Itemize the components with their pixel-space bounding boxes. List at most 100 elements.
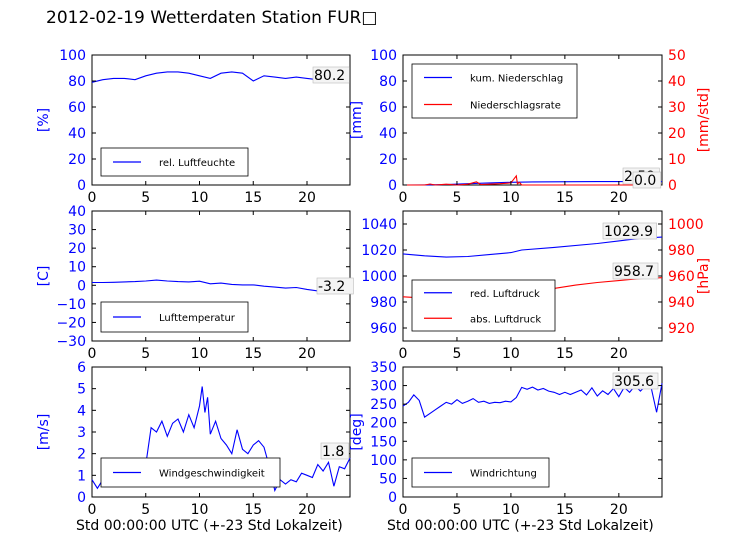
y-axis-label: [C]: [36, 266, 52, 287]
series-line-rel-luftfeuchte: [91, 71, 350, 83]
y-tick-label: 60: [379, 100, 397, 116]
x-tick-label: 10: [502, 190, 520, 206]
y-tick-label: 80: [68, 74, 86, 90]
legend: kum. Niederschlag Niederschlagsrate: [411, 63, 578, 119]
x-tick-label: 10: [191, 346, 209, 362]
y2-tick-label: 0: [668, 178, 677, 194]
x-tick-label: 20: [610, 190, 628, 206]
x-tick-label: 0: [399, 502, 408, 518]
y-tick-label: 200: [370, 416, 397, 432]
y-tick-label: 30: [68, 223, 86, 239]
annotation-box: [612, 262, 659, 280]
panel-middle-left: 0 5 10 15 20 −30 −20 −10 0 10 20 30 40 [C] Lufttempera…: [36, 204, 354, 362]
y-tick-label: 50: [379, 471, 397, 487]
x-tick-label: 20: [610, 502, 628, 518]
x-tick-label: 5: [141, 346, 150, 362]
x-tick-label: 10: [191, 502, 209, 518]
x-tick-label: 15: [244, 502, 262, 518]
y-tick-label: 6: [77, 360, 86, 376]
y2-tick-label: 50: [668, 48, 686, 64]
y-tick-label: 100: [370, 453, 397, 469]
y-tick-label: 3: [77, 425, 86, 441]
annotation-label: 0.0: [634, 173, 656, 189]
y-tick-label: −20: [56, 315, 86, 331]
y2-axis-label: [mm/std]: [696, 88, 712, 153]
legend-label: abs. Luftdruck: [470, 314, 541, 325]
x-tick-label: 20: [298, 346, 316, 362]
y-tick-label: 60: [68, 100, 86, 116]
annotation-box: [602, 222, 657, 240]
x-tick-label: 5: [141, 190, 150, 206]
legend-label: red. Luftdruck: [470, 289, 540, 300]
x-tick-label: 15: [556, 190, 574, 206]
series-line-windrichtung: [402, 383, 663, 418]
annotation-label: 305.6: [614, 374, 654, 390]
x-tick-label: 5: [452, 346, 461, 362]
x-tick-label: 0: [399, 190, 408, 206]
y-tick-label: 10: [68, 260, 86, 276]
panel-bottom-right: 0 5 10 15 20050100150200250300350[deg]Windri…: [349, 360, 663, 518]
x-tick-label: 15: [244, 346, 262, 362]
y2-axis-label: [hPa]: [696, 258, 712, 294]
y-tick-label: 250: [370, 397, 397, 413]
y2-tick-label: 1000: [668, 217, 704, 233]
y-tick-label: −10: [56, 297, 86, 313]
annotation-box: [312, 66, 350, 84]
y2-tick-label: 40: [668, 74, 686, 90]
panel-top-right: 0 5 10 15 20 0 20 40 60 80 100 0 10 20 30 40 50 [mm] [mm/s…: [349, 48, 712, 206]
y-tick-label: 4: [77, 403, 86, 419]
annotation-box: [320, 442, 350, 460]
legend-box: [411, 63, 578, 119]
legend: red. Luftdruck abs. Luftdruck: [411, 279, 556, 332]
y-tick-label: 980: [370, 295, 397, 311]
y2-tick-label: 920: [668, 321, 695, 337]
x-tick-label: 0: [88, 502, 97, 518]
y-tick-label: 5: [77, 382, 86, 398]
panel-bottom-left: 0 5 10 15 20 0 1 2 3 4 5 6 [m/s] Windgeschwindigkeit 1…: [36, 360, 351, 518]
annotation-label: 1.8: [322, 444, 344, 460]
y2-tick-label: 940: [668, 295, 695, 311]
legend: rel. Luftfeuchte: [100, 147, 249, 177]
y-tick-label: 0: [388, 490, 397, 506]
legend-label: rel. Luftfeuchte: [159, 158, 235, 169]
y-tick-label: 20: [379, 152, 397, 168]
x-tick-label: 10: [502, 502, 520, 518]
legend-label: Windgeschwindigkeit: [159, 469, 265, 480]
y-tick-label: 0: [77, 178, 86, 194]
x-axis-label-right: Std 00:00:00 UTC (+-23 Std Lokalzeit): [387, 518, 654, 534]
legend-label: kum. Niederschlag: [470, 74, 563, 85]
y-tick-label: 1040: [361, 217, 397, 233]
y-tick-label: 40: [379, 126, 397, 142]
y2-tick-label: 30: [668, 100, 686, 116]
y-tick-label: 100: [370, 48, 397, 64]
figure-title: 2012-02-19 Wetterdaten Station FUR□: [46, 8, 378, 28]
y2-tick-label: 20: [668, 126, 686, 142]
y-tick-label: 0: [77, 278, 86, 294]
y-tick-label: 150: [370, 434, 397, 450]
series-line-lufttemperatur: [92, 279, 351, 292]
x-tick-label: 5: [452, 502, 461, 518]
y-tick-label: 0: [388, 178, 397, 194]
series-line-red-luftdruck: [402, 236, 663, 258]
legend: Lufttemperatur: [100, 301, 249, 333]
y-tick-label: 20: [68, 152, 86, 168]
panel-middle-right: 0 5 10 15 20 960 980 1000 1020 1040 920 940 960 980 10…: [361, 210, 712, 362]
x-tick-label: 15: [244, 190, 262, 206]
y-axis-label: [deg]: [349, 413, 365, 450]
y-tick-label: 40: [68, 126, 86, 142]
annotation-box: [632, 171, 662, 189]
legend-box: [411, 279, 556, 332]
y2-tick-label: 10: [668, 152, 686, 168]
annotation-label: 1029.9: [604, 224, 653, 240]
y-axis-label: [%]: [36, 108, 52, 132]
y2-tick-label: 980: [668, 243, 695, 259]
annotation-box: [316, 277, 354, 295]
x-tick-label: 0: [88, 346, 97, 362]
y-axis-label: [mm]: [349, 101, 365, 139]
y-tick-label: 960: [370, 321, 397, 337]
y-tick-label: 1000: [361, 269, 397, 285]
legend: Windrichtung: [411, 457, 550, 488]
y-tick-label: 100: [59, 48, 86, 64]
annotation-label: 958.7: [614, 264, 654, 280]
